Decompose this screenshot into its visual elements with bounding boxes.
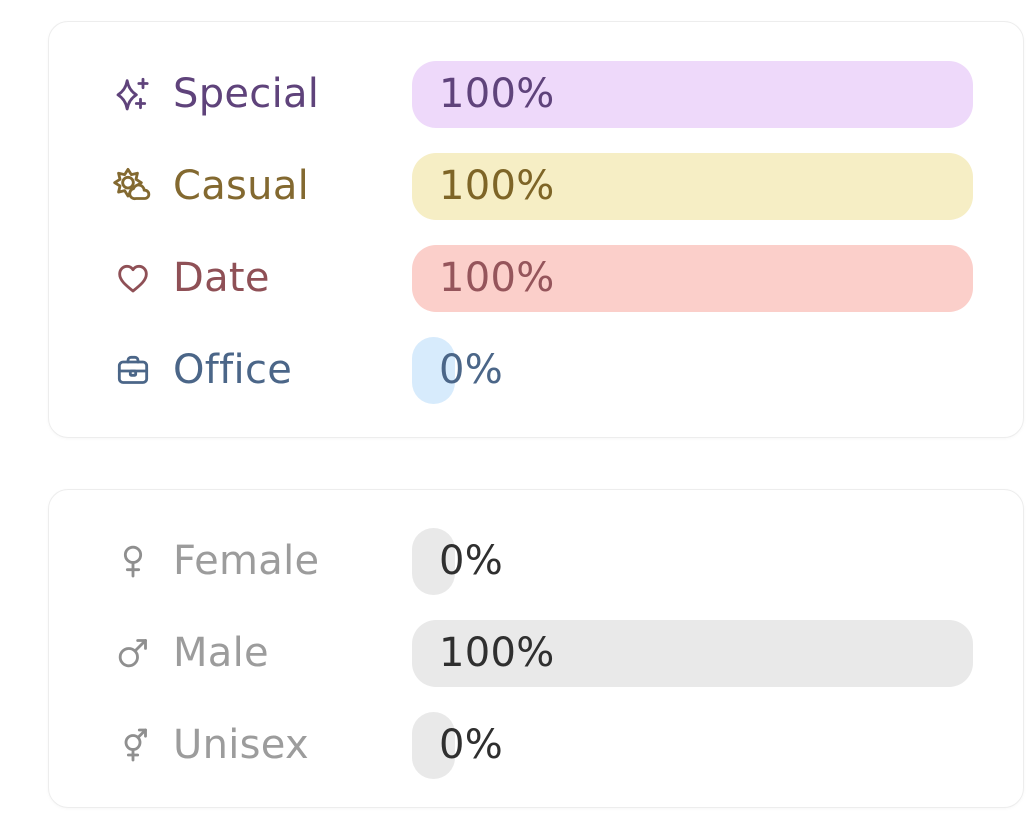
stat-label: Special (173, 71, 320, 117)
occasion-stats-card: Special 100% Casual 100% Date 100% (48, 21, 1024, 438)
stat-row-office: Office 0% (113, 324, 1023, 416)
stat-label: Office (173, 347, 293, 393)
percent-value: 100% (439, 163, 555, 209)
percent-value: 100% (439, 71, 555, 117)
stat-row-special: Special 100% (113, 48, 1023, 140)
female-icon (113, 541, 153, 581)
percent-bar: 0% (412, 336, 503, 404)
briefcase-icon (113, 350, 153, 390)
sparkles-icon (113, 74, 153, 114)
percent-value: 100% (439, 630, 555, 676)
percent-bar: 100% (412, 60, 973, 128)
percent-value: 100% (439, 255, 555, 301)
percent-value: 0% (439, 538, 504, 584)
stat-label: Male (173, 630, 269, 676)
stat-row-male: Male 100% (113, 607, 1023, 699)
unisex-icon (113, 725, 153, 765)
stat-row-date: Date 100% (113, 232, 1023, 324)
stat-row-unisex: Unisex 0% (113, 699, 1023, 791)
stat-row-female: Female 0% (113, 515, 1023, 607)
stat-label: Date (173, 255, 270, 301)
heart-icon (113, 258, 153, 298)
stat-label: Casual (173, 163, 310, 209)
percent-bar: 100% (412, 619, 973, 687)
percent-value: 0% (439, 722, 504, 768)
percent-bar: 0% (412, 527, 503, 595)
percent-bar: 100% (412, 244, 973, 312)
stat-row-casual: Casual 100% (113, 140, 1023, 232)
male-icon (113, 633, 153, 673)
sun-cloud-icon (113, 166, 153, 206)
gender-stats-card: Female 0% Male 100% Unisex (48, 489, 1024, 808)
percent-bar: 0% (412, 711, 503, 779)
stat-label: Female (173, 538, 320, 584)
percent-value: 0% (439, 347, 504, 393)
percent-bar: 100% (412, 152, 973, 220)
stat-label: Unisex (173, 722, 309, 768)
